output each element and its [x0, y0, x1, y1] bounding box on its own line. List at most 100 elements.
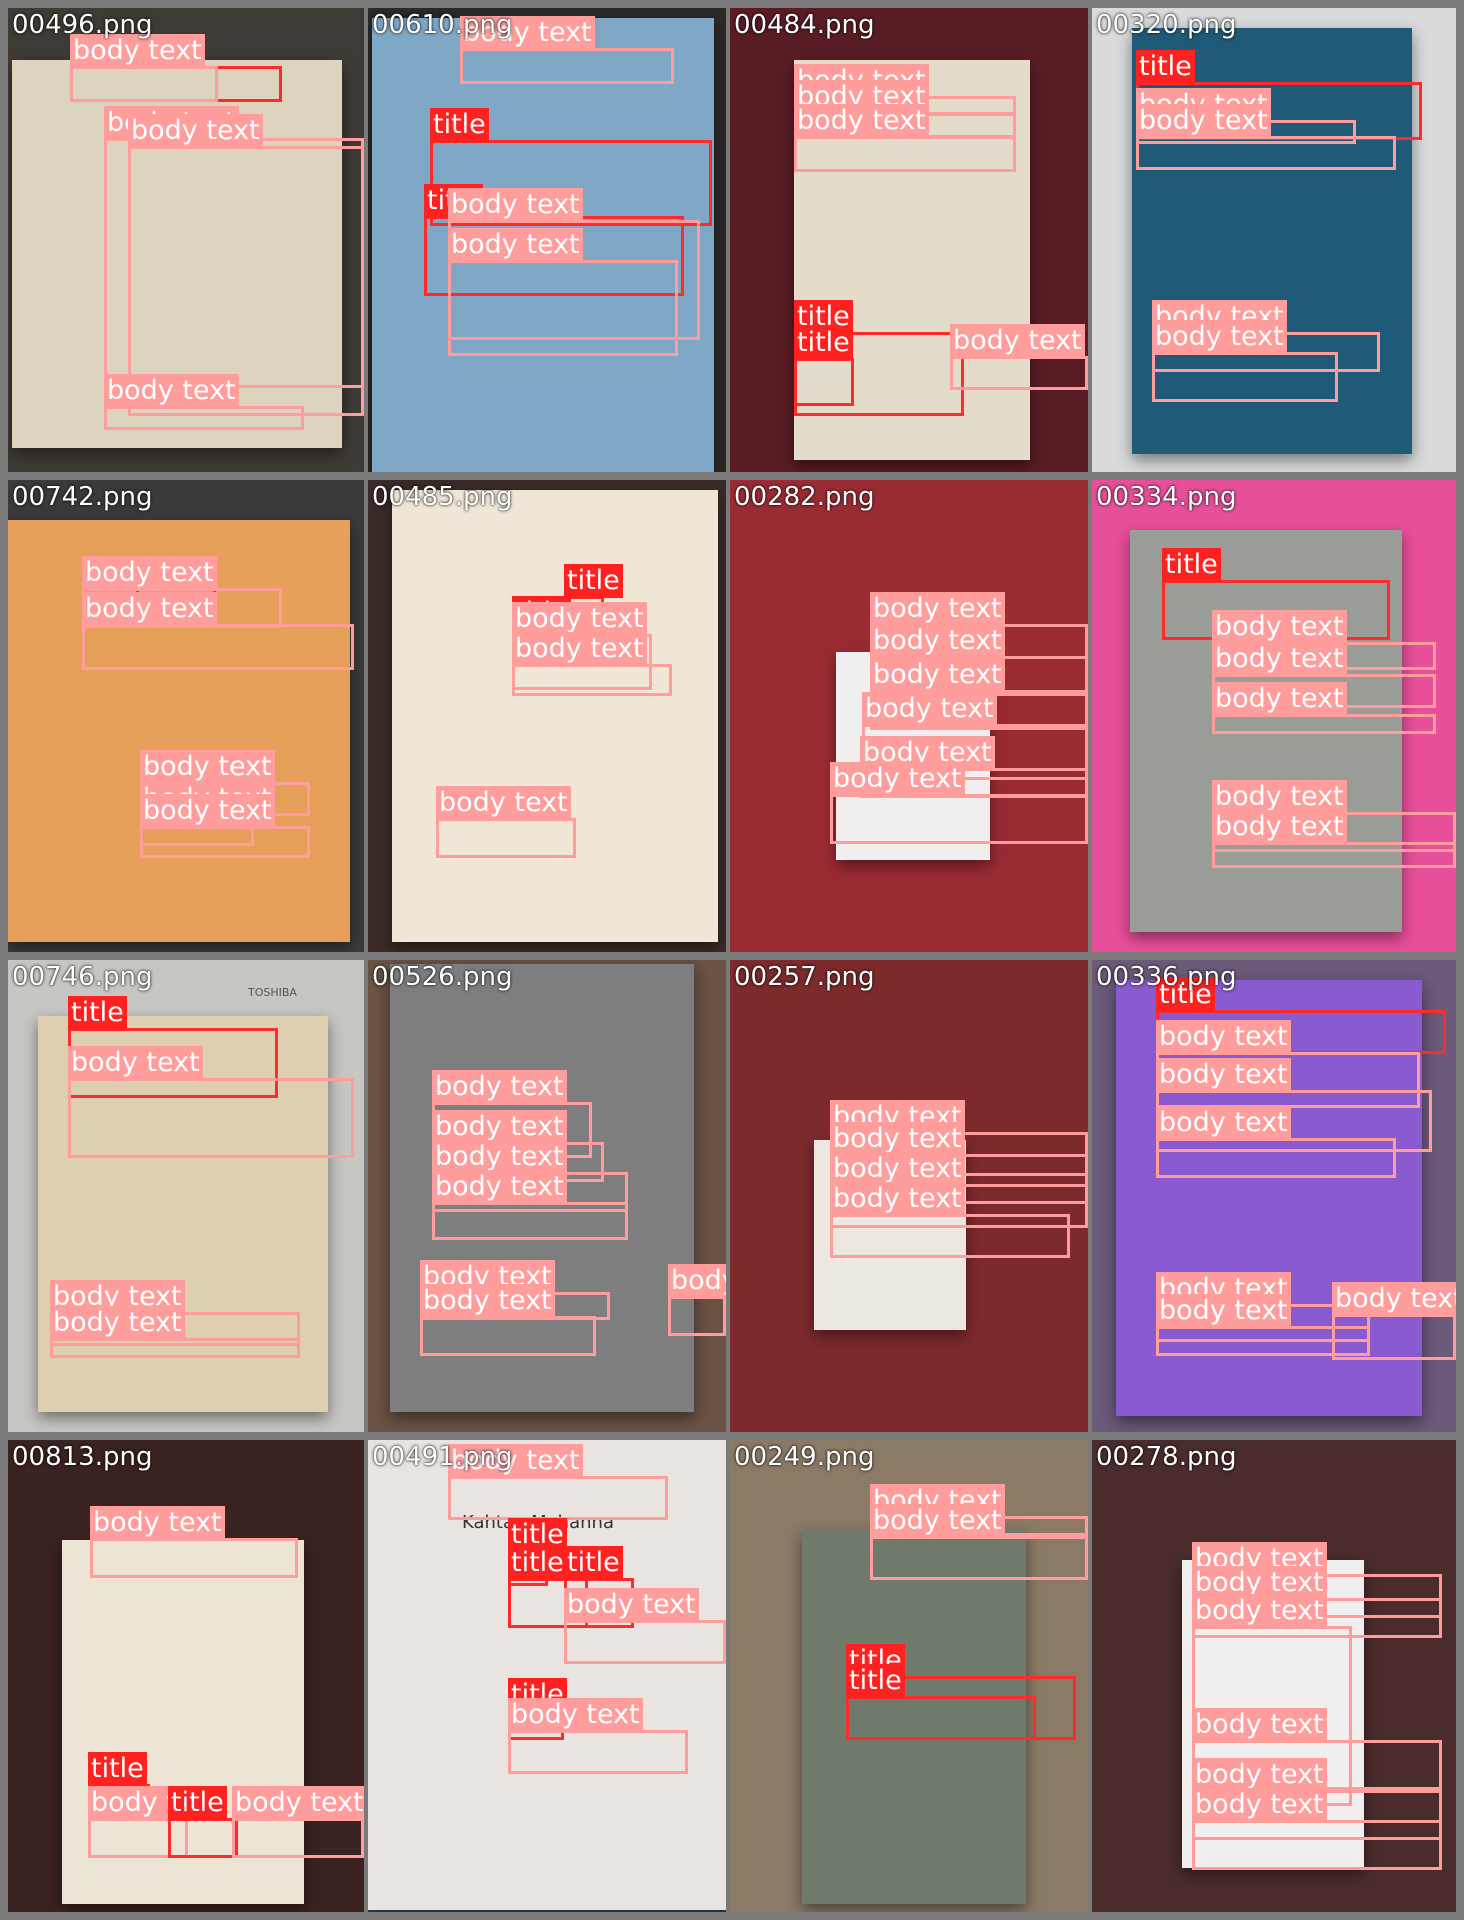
filename-label: 00742.png [12, 482, 153, 512]
body-text-label: body text [436, 786, 571, 820]
body-text-bbox [1212, 714, 1436, 734]
body-text-label: body text [82, 556, 217, 590]
body-text-bbox [436, 818, 576, 858]
body-text-bbox [448, 260, 678, 356]
body-text-bbox [432, 1202, 628, 1240]
body-text-label: body text [128, 114, 263, 148]
book-cover [802, 1530, 1026, 1904]
body-text-bbox [1156, 1138, 1396, 1178]
body-text-bbox [1152, 352, 1338, 402]
body-text-label: body text [1192, 1594, 1327, 1628]
body-text-label: body text [432, 1070, 567, 1104]
body-text-bbox [50, 1338, 300, 1358]
filename-label: 00484.png [734, 10, 875, 40]
filename-label: 00320.png [1096, 10, 1237, 40]
body-text-bbox [1332, 1314, 1456, 1360]
body-text-label: body text [432, 1170, 567, 1204]
body-text-label: body text [870, 658, 1005, 692]
body-text-bbox [1136, 136, 1396, 170]
body-text-label: body text [104, 374, 239, 408]
image-tile: 00282.png body text body text body text body… [730, 480, 1088, 952]
body-text-bbox [668, 1296, 726, 1336]
title-label: title [846, 1664, 905, 1698]
title-label: title [168, 1786, 227, 1820]
image-tile: 00813.png body text title body text title bod… [8, 1440, 364, 1912]
body-text-label: body text [1212, 610, 1347, 644]
body-text-label: body text [830, 1152, 965, 1186]
body-text-label: body text [1212, 810, 1347, 844]
title-label: title [1162, 548, 1221, 582]
title-label: title [1156, 978, 1215, 1012]
body-text-bbox [70, 66, 218, 102]
body-text-label: body text [1212, 642, 1347, 676]
body-text-bbox [68, 1078, 354, 1158]
body-text-label: body text [1192, 1758, 1327, 1792]
filename-label: 00496.png [12, 10, 153, 40]
body-text-label: body text [1192, 1788, 1327, 1822]
book-cover [392, 490, 718, 942]
laptop-brand-text: TOSHIBA [248, 986, 297, 999]
body-text-label: body text [70, 34, 205, 68]
body-text-label: body text [668, 1264, 726, 1298]
body-text-label: body text [82, 592, 217, 626]
title-label: title [564, 1546, 623, 1580]
body-text-label: body text [512, 602, 647, 636]
filename-label: 00257.png [734, 962, 875, 992]
body-text-label: body text [830, 1182, 965, 1216]
body-text-label: body text [448, 188, 583, 222]
title-label: title [68, 996, 127, 1030]
body-text-label: body text [68, 1046, 203, 1080]
title-label: title [564, 564, 623, 598]
filename-label: 00813.png [12, 1442, 153, 1472]
image-tile: 00257.png body text body text body text body… [730, 960, 1088, 1432]
body-text-label: body text [432, 1140, 567, 1174]
image-tile: 00526.png body text body text body text body… [368, 960, 726, 1432]
body-text-label: body text [1152, 320, 1287, 354]
body-text-bbox [950, 356, 1088, 390]
body-text-label: body text [420, 1284, 555, 1318]
body-text-bbox [508, 1730, 688, 1774]
body-text-label: body text [870, 1504, 1005, 1538]
body-text-label: body text [830, 762, 965, 796]
filename-label: 00336.png [1096, 962, 1237, 992]
title-bbox [846, 1696, 1036, 1740]
body-text-label: body text [448, 1444, 583, 1478]
filename-label: 00278.png [1096, 1442, 1237, 1472]
body-text-label: body text [512, 632, 647, 666]
filename-label: 00485.png [372, 482, 513, 512]
body-text-label: body text [140, 750, 275, 784]
body-text-label: body text [1332, 1282, 1456, 1316]
title-bbox [430, 140, 712, 226]
image-tile: 00278.png body text body text body text body… [1092, 1440, 1456, 1912]
body-text-label: body text [1156, 1058, 1291, 1092]
body-text-label: body text [90, 1506, 225, 1540]
title-label: title [1136, 50, 1195, 84]
body-text-bbox [82, 624, 354, 670]
filename-label: 00610.png [372, 10, 513, 40]
body-text-bbox [1212, 842, 1456, 868]
body-text-label: body text [1156, 1020, 1291, 1054]
title-label: title [430, 108, 489, 142]
body-text-bbox [90, 1538, 298, 1578]
body-text-label: body text [830, 1122, 965, 1156]
book-cover [38, 1016, 328, 1412]
body-text-bbox [794, 136, 1016, 172]
title-label: title [88, 1752, 147, 1786]
body-text-bbox [104, 406, 304, 430]
body-text-label: body text [950, 324, 1085, 358]
image-tile: TOSHIBA 00746.png title body text body text b… [8, 960, 364, 1432]
image-tile: 00334.png title body text body text body tex… [1092, 480, 1456, 952]
book-cover [62, 1540, 304, 1904]
body-text-bbox [1192, 1820, 1442, 1870]
body-text-label: body text [1212, 682, 1347, 716]
body-text-bbox [460, 48, 674, 84]
filename-label: 00491.png [372, 1442, 513, 1472]
body-text-bbox [870, 1536, 1088, 1580]
body-text-label: body text [232, 1786, 364, 1820]
body-text-bbox [420, 1316, 596, 1356]
body-text-label: body text [564, 1588, 699, 1622]
